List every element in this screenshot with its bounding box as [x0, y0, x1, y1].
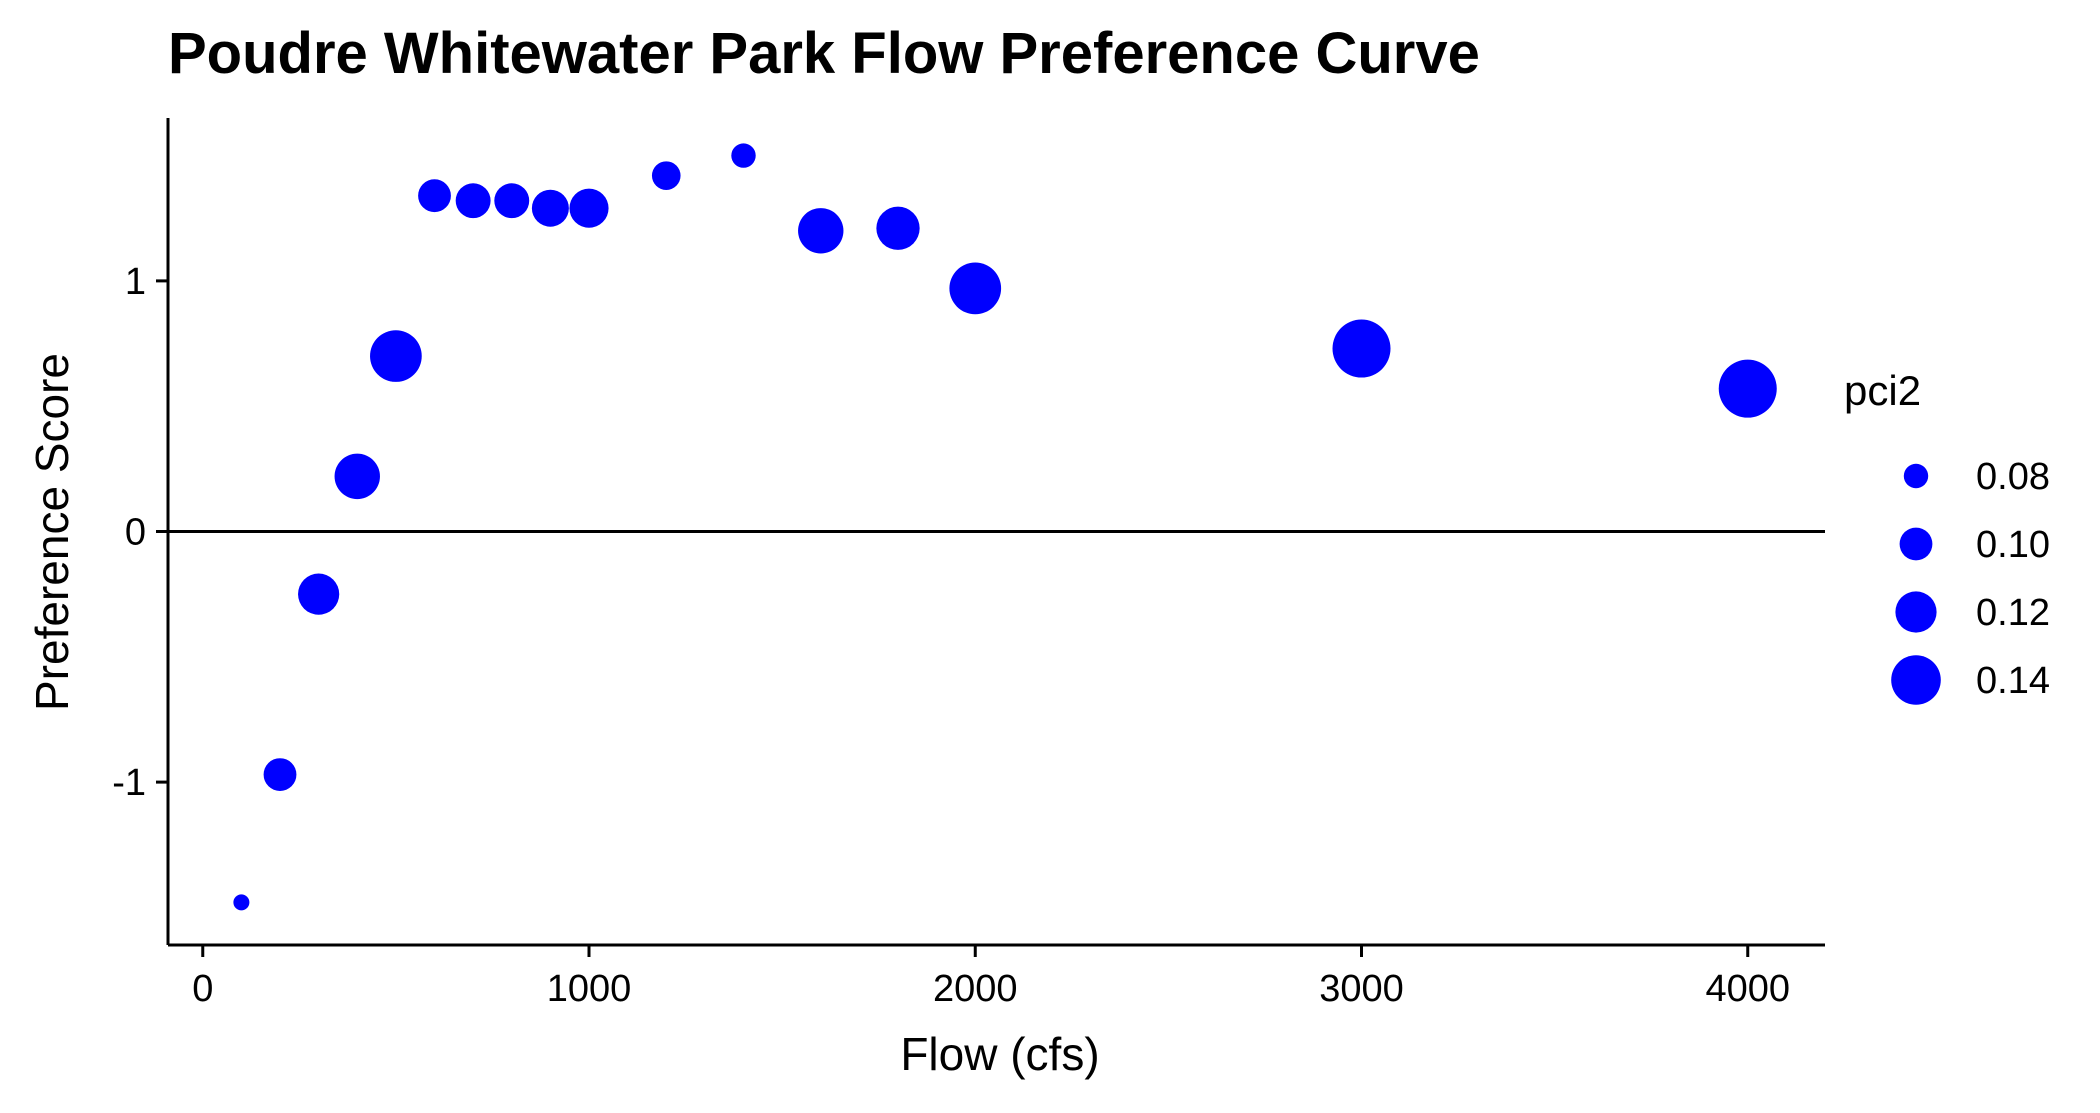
data-point	[298, 573, 340, 615]
legend-label: 0.12	[1976, 592, 2050, 634]
data-point	[569, 188, 609, 228]
x-tick-label: 3000	[1319, 968, 1404, 1010]
data-point	[876, 206, 920, 250]
data-point	[1718, 359, 1777, 418]
data-point	[798, 208, 844, 254]
y-tick-label: 0	[125, 512, 146, 554]
legend-label: 0.10	[1976, 524, 2050, 566]
data-point	[233, 894, 250, 911]
x-tick-label: 2000	[933, 968, 1018, 1010]
axes: 0 1000 2000 3000 4000 -1 0 1	[112, 118, 1825, 1010]
data-point	[370, 330, 422, 382]
data-point	[1332, 319, 1391, 378]
data-point	[455, 183, 491, 219]
legend-key	[1895, 591, 1937, 633]
y-axis-title: Preference Score	[26, 353, 78, 711]
data-point	[494, 183, 530, 219]
data-point	[651, 161, 681, 190]
x-tick-label: 0	[192, 968, 213, 1010]
plot-area	[168, 143, 1825, 911]
legend-title: pci2	[1844, 367, 1921, 414]
data-point	[418, 179, 451, 213]
legend-key	[1899, 527, 1933, 561]
data-point	[731, 143, 756, 168]
data-point	[334, 453, 380, 500]
data-point	[949, 262, 1002, 315]
y-tick-label: -1	[112, 762, 146, 804]
legend-label: 0.08	[1976, 456, 2050, 498]
chart-title: Poudre Whitewater Park Flow Preference C…	[168, 21, 1480, 86]
legend-key	[1903, 463, 1929, 489]
data-point	[531, 189, 569, 227]
legend-key	[1891, 655, 1941, 705]
x-axis-title: Flow (cfs)	[900, 1028, 1099, 1080]
legend-label: 0.14	[1976, 660, 2050, 702]
data-point	[263, 758, 297, 791]
legend: pci2 0.08 0.10 0.12 0.14	[1844, 367, 2050, 705]
x-tick-label: 4000	[1705, 968, 1790, 1010]
y-tick-label: 1	[125, 261, 146, 303]
x-tick-label: 1000	[547, 968, 632, 1010]
